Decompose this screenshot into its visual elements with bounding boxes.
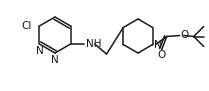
Text: N: N <box>51 55 59 65</box>
Text: N: N <box>154 39 162 50</box>
Text: O: O <box>158 51 166 61</box>
Text: N: N <box>36 46 43 56</box>
Text: Cl: Cl <box>21 21 31 31</box>
Text: O: O <box>181 30 189 40</box>
Text: NH: NH <box>86 39 101 49</box>
